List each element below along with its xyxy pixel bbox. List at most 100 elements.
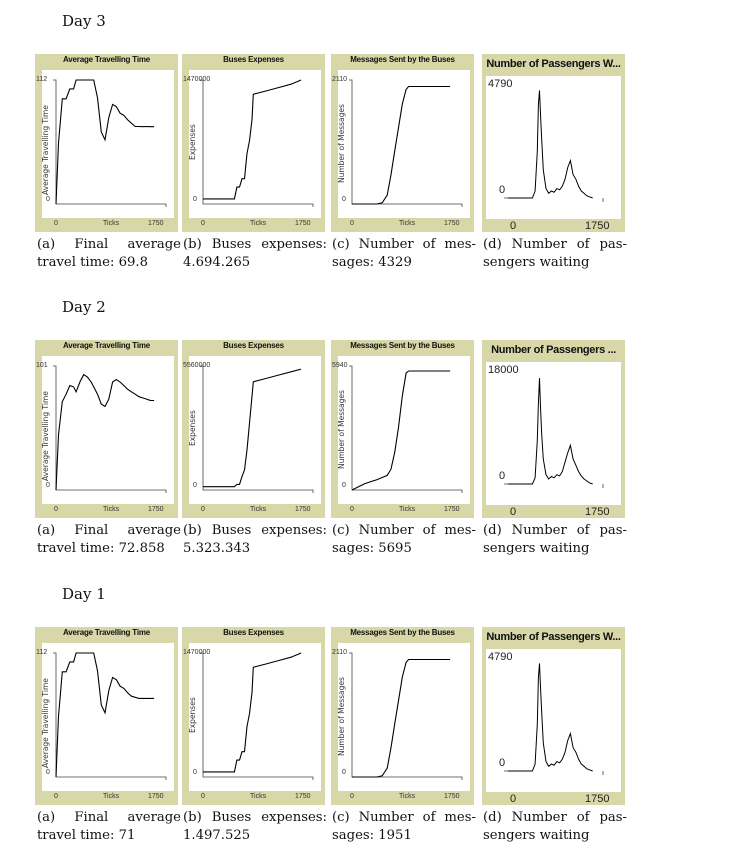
y-min-label: 0	[342, 769, 346, 776]
y-axis-label: Average Travelling Time	[41, 104, 50, 195]
caption-first-line: (d) Number of pas-	[483, 809, 627, 827]
caption-word: of	[422, 810, 436, 825]
plot-area	[42, 643, 174, 791]
caption-word: mes-	[444, 523, 476, 538]
y-axis-label: Average Travelling Time	[41, 677, 50, 768]
chart-svg	[504, 378, 604, 488]
plot-area	[486, 649, 621, 792]
caption-word: pas-	[599, 810, 627, 825]
day-heading: Day 3	[62, 12, 106, 30]
x-axis-label: Ticks	[250, 220, 267, 227]
caption-word: (c)	[332, 237, 350, 252]
x-min-label: 0	[350, 220, 354, 227]
y-min-label: 0	[193, 482, 197, 489]
x-max-label: 1750	[585, 793, 610, 805]
x-min-label: 0	[54, 793, 58, 800]
caption-first-line: (b) Buses expenses:	[183, 809, 327, 827]
y-axis-label: Number of Messages	[337, 677, 346, 757]
series-line	[203, 652, 302, 773]
subfigure-caption: (b) Buses expenses: 1.497.525	[183, 809, 327, 845]
caption-word: (d)	[483, 810, 502, 825]
caption-second-line: sages: 1951	[332, 828, 412, 843]
x-max-label: 1750	[585, 506, 610, 518]
plot-area	[189, 70, 321, 218]
series-line	[352, 658, 451, 778]
y-min-label: 0	[46, 482, 50, 489]
caption-word: of	[576, 810, 590, 825]
series-line	[351, 370, 451, 491]
chart-title: Average Travelling Time	[63, 341, 150, 350]
caption-word: (a)	[37, 523, 56, 538]
caption-word: of	[576, 523, 590, 538]
series-line	[203, 368, 302, 488]
plot-area	[338, 643, 470, 791]
caption-word: Buses	[211, 810, 252, 825]
x-axis-label: Ticks	[250, 793, 267, 800]
subfigure-caption: (a) Final average travel time: 71	[37, 809, 181, 845]
chart-title: Buses Expenses	[223, 55, 284, 64]
plot-area	[189, 356, 321, 504]
caption-second-line: sages: 4329	[332, 255, 412, 270]
chart-title: Buses Expenses	[223, 341, 284, 350]
caption-second-line: sengers waiting	[483, 828, 590, 843]
x-axis-label: Ticks	[103, 220, 120, 227]
chart-title: Number of Passengers ...	[491, 344, 616, 356]
caption-word: (a)	[37, 810, 56, 825]
subfigure-caption: (b) Buses expenses: 5.323.343	[183, 522, 327, 558]
day-heading: Day 1	[62, 585, 106, 603]
x-min-label: 0	[201, 506, 205, 513]
caption-second-line: travel time: 71	[37, 828, 136, 843]
caption-word: of	[422, 523, 436, 538]
caption-word: of	[422, 237, 436, 252]
series-line	[508, 90, 593, 199]
x-axis-label: Ticks	[250, 506, 267, 513]
axis-line	[349, 79, 463, 207]
series-line	[203, 79, 302, 200]
chart-svg	[53, 365, 167, 493]
series-line	[508, 378, 593, 485]
chart-panel: Messages Sent by the Buses 5940 0 0 1750 Tick…	[331, 340, 474, 518]
caption-word: Number	[358, 237, 414, 252]
y-min-label: 0	[46, 196, 50, 203]
caption-word: average	[127, 237, 181, 252]
chart-panel: Messages Sent by the Buses 2110 0 0 1750 Tick…	[331, 54, 474, 232]
y-min-label: 0	[46, 769, 50, 776]
x-min-label: 0	[201, 793, 205, 800]
chart-panel: Average Travelling Time 112 0 0 1750 Ticks Ave…	[35, 54, 178, 232]
chart-title: Number of Passengers W...	[486, 631, 621, 643]
caption-first-line: (a) Final average	[37, 809, 181, 827]
caption-first-line: (b) Buses expenses:	[183, 522, 327, 540]
y-max-label: 5940	[332, 362, 348, 369]
chart-svg	[200, 652, 314, 780]
x-max-label: 1750	[295, 506, 311, 513]
y-max-label: 1470000	[183, 649, 211, 656]
caption-word: Final	[74, 237, 109, 252]
subfigure-caption: (d) Number of pas-sengers waiting	[483, 522, 627, 558]
subfigure-caption: (d) Number of pas-sengers waiting	[483, 236, 627, 272]
axis-line	[200, 365, 314, 493]
caption-word: average	[127, 523, 181, 538]
caption-word: (b)	[183, 523, 202, 538]
chart-panel: Buses Expenses 5560000 0 0 1750 Ticks Expenses	[182, 340, 325, 518]
x-min-label: 0	[350, 793, 354, 800]
x-axis-label: Ticks	[399, 793, 416, 800]
caption-word: Number	[358, 810, 414, 825]
caption-word: Number	[358, 523, 414, 538]
caption-word: Number	[511, 237, 567, 252]
axis-line	[200, 652, 314, 780]
y-max-label: 5560000	[183, 362, 211, 369]
y-axis-label: Average Travelling Time	[41, 390, 50, 481]
subfigure-caption: (c) Number of mes-sages: 4329	[332, 236, 476, 272]
caption-word: (a)	[37, 237, 56, 252]
x-min-label: 0	[510, 793, 517, 805]
axis-line	[349, 652, 463, 780]
caption-second-line: sengers waiting	[483, 541, 590, 556]
chart-svg	[200, 79, 314, 207]
plot-area	[338, 356, 470, 504]
x-min-label: 0	[510, 220, 517, 232]
y-max-label: 101	[36, 362, 48, 369]
axis-line	[349, 365, 463, 493]
caption-first-line: (a) Final average	[37, 522, 181, 540]
chart-title: Buses Expenses	[223, 628, 284, 637]
series-line	[55, 373, 155, 491]
